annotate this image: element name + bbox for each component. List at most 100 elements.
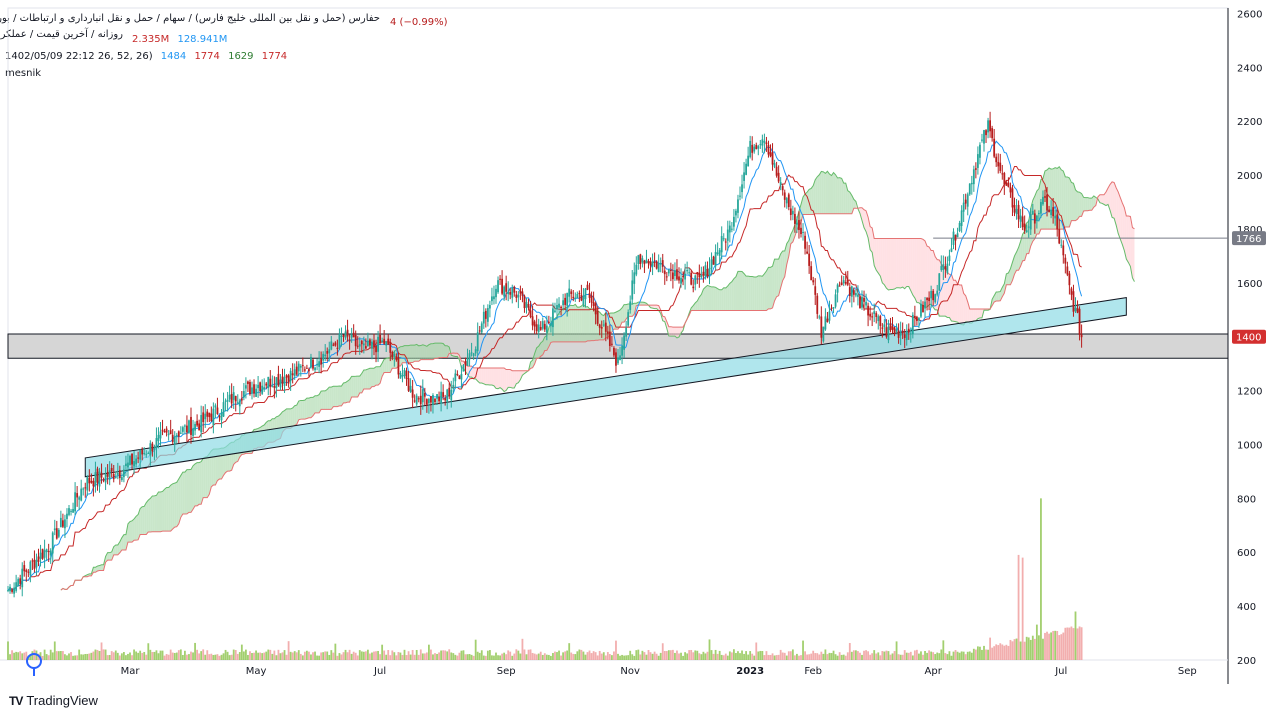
ichimoku-cloud-segment: [351, 376, 354, 398]
ichimoku-cloud-segment: [615, 311, 618, 330]
candle-body: [326, 351, 329, 354]
ichimoku-cloud-segment: [386, 357, 389, 373]
volume-bar: [808, 654, 811, 660]
volume-bar: [625, 655, 628, 660]
ichimoku-cloud-segment: [166, 487, 169, 532]
candle-body: [580, 294, 583, 301]
volume-bar: [574, 654, 577, 660]
candle-body: [578, 292, 581, 294]
ichimoku-cloud-segment: [894, 238, 897, 289]
volume-bar: [887, 651, 890, 660]
volume-bar: [995, 644, 998, 660]
volume-bar: [269, 649, 272, 660]
volume-bar: [639, 654, 642, 660]
candle-body: [489, 305, 491, 309]
ichimoku-cloud-segment: [504, 368, 507, 392]
volume-bar: [263, 652, 266, 660]
candle-body: [828, 311, 831, 321]
ichimoku-cloud-segment: [640, 302, 643, 306]
ichimoku-cloud-segment: [1132, 227, 1135, 282]
volume-bar: [608, 654, 611, 660]
volume-bar: [688, 650, 691, 660]
volume-bar: [310, 654, 312, 660]
ichimoku-cloud-segment: [197, 462, 200, 506]
volume-bar: [1060, 634, 1063, 660]
volume-bar: [346, 652, 349, 660]
ichimoku-cloud-segment: [516, 370, 519, 384]
ichimoku-cloud-segment: [843, 183, 846, 214]
ichimoku-cloud-segment: [882, 238, 885, 285]
volume-bar: [1007, 645, 1010, 660]
candle-body: [1011, 188, 1014, 208]
candle-body: [883, 324, 886, 328]
candle-body: [970, 182, 973, 185]
candle-body: [763, 140, 766, 143]
candle-body: [877, 316, 880, 322]
candle-body: [436, 394, 438, 399]
candle-body: [733, 216, 735, 227]
volume-bar: [979, 646, 981, 660]
volume-bar: [169, 649, 172, 660]
volume-bar: [493, 655, 495, 660]
candle-body: [911, 314, 914, 335]
ichimoku-cloud-segment: [113, 544, 116, 555]
candle-body: [619, 355, 621, 360]
candle-body: [946, 263, 949, 273]
ichimoku-cloud-segment: [603, 312, 606, 340]
ichimoku-cloud-segment: [554, 316, 557, 342]
ichimoku-v4: 1774: [261, 51, 288, 62]
candle-body: [373, 340, 375, 348]
volume-bar: [798, 655, 800, 660]
ichimoku-cloud-segment: [319, 391, 322, 413]
candle-body: [383, 338, 386, 344]
ichimoku-cloud-segment: [752, 276, 755, 311]
ichimoku-cloud-segment: [435, 343, 438, 359]
volume-bar: [112, 652, 115, 660]
ichimoku-cloud-segment: [656, 305, 659, 311]
volume-bar: [964, 654, 967, 660]
candle-body: [393, 353, 396, 357]
ichimoku-cloud-segment: [805, 192, 808, 215]
ichimoku-cloud-segment: [837, 177, 840, 214]
tradingview-logo[interactable]: TV TradingView: [9, 693, 98, 708]
candle-body: [403, 370, 406, 377]
candle-body: [584, 288, 587, 300]
candle-body: [196, 420, 198, 426]
ichimoku-cloud-segment: [536, 346, 539, 359]
volume-bar: [297, 650, 300, 660]
candle-body: [303, 369, 306, 371]
candle-body: [804, 235, 806, 249]
volume-bar: [7, 641, 9, 660]
ichimoku-cloud-segment: [737, 271, 740, 311]
candle-body: [37, 556, 40, 562]
volume-bar: [1052, 630, 1055, 660]
volume-bar: [66, 655, 68, 660]
candle-body: [875, 313, 878, 317]
ichimoku-cloud-segment: [803, 193, 806, 215]
candle-body: [1050, 210, 1052, 216]
ichimoku-cloud-segment: [178, 475, 181, 524]
candle-body: [777, 172, 780, 182]
ichimoku-cloud-segment: [363, 369, 366, 389]
ichimoku-cloud-segment: [408, 345, 411, 363]
volume-bar: [55, 651, 58, 660]
ichimoku-cloud-segment: [1103, 192, 1106, 206]
candle-body: [328, 349, 331, 354]
ichimoku-cloud-segment: [290, 407, 293, 429]
candle-body: [190, 416, 192, 435]
ichimoku-cloud-segment: [152, 495, 155, 532]
volume-bar: [190, 651, 192, 660]
candle-body: [45, 549, 48, 553]
candle-body: [297, 363, 300, 372]
volume-bar: [192, 652, 194, 660]
volume-bar: [903, 650, 906, 660]
candle-body: [600, 327, 603, 329]
volume-bar: [527, 649, 530, 660]
volume-bar: [645, 654, 648, 660]
volume-bar: [70, 652, 72, 660]
candle-body: [17, 579, 20, 586]
ichimoku-cloud-segment: [959, 284, 962, 325]
volume-bar: [238, 652, 241, 660]
volume-bar: [859, 652, 861, 660]
